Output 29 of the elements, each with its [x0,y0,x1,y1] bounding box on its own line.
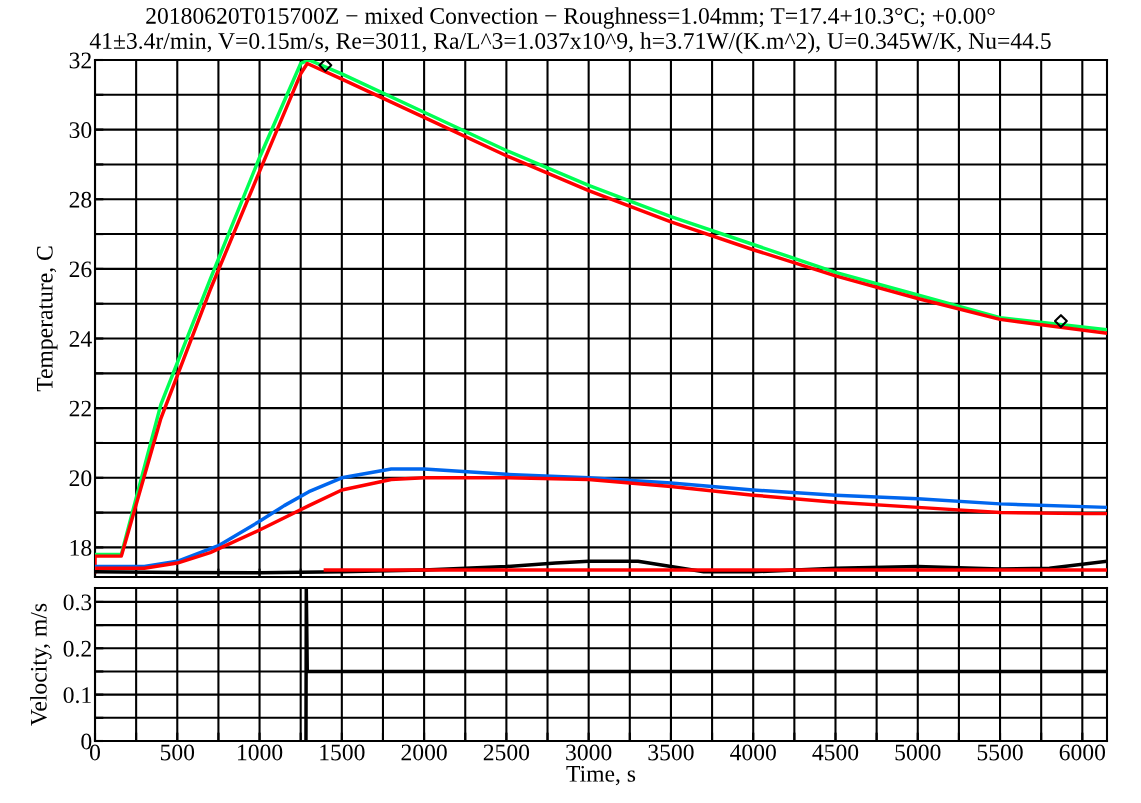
chart-title: 20180620T015700Z − mixed Convection − Roughness=1.04mm; T=17.4+10.3°C; +0.00° [146,7,995,29]
chart-subtitle: 41±3.4r/min, V=0.15m/s, Re=3011, Ra/L^3=1.037x10^9, h=3.71W/(K.m^2), U=0.345W/K, Nu=44.5 [89,32,1051,54]
x-tick-label: 2000 [401,744,447,761]
x-tick-label: 1000 [238,744,283,761]
x-tick-label: 4000 [730,744,776,761]
y-tick-label: 20 [69,470,92,487]
x-axis-title: Time, s [566,765,636,786]
y-tick-label: 0 [81,733,92,750]
x-tick-label: 3000 [566,744,612,761]
y-tick-label: 22 [69,400,91,417]
x-tick-label: 5500 [977,744,1023,761]
x-tick-label: 500 [160,744,195,761]
y-tick-label: 18 [70,539,92,556]
x-tick-label: 1500 [320,744,365,761]
x-tick-label: 6000 [1059,744,1106,761]
y-tick-label: 28 [69,191,92,208]
y-tick-label: 0.1 [63,687,91,704]
x-tick-label: 5000 [895,744,941,761]
y-tick-label: 30 [69,122,92,139]
x-tick-label: 4500 [812,744,859,761]
y-axis-title: Velocity, m/s [30,603,52,726]
y-tick-label: 32 [69,52,91,69]
x-tick-label: 2500 [483,744,530,761]
y-tick-label: 0.2 [63,640,91,657]
y-tick-label: 26 [69,261,92,278]
x-tick-label: 3500 [648,744,694,761]
y-tick-label: 24 [69,331,92,347]
y-tick-label: 0.3 [63,594,92,611]
y-axis-title: Temperature, C [36,246,58,392]
